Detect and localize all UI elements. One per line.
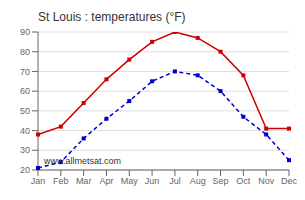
svg-text:90: 90: [20, 27, 30, 37]
svg-text:Jul: Jul: [169, 176, 181, 186]
svg-text:50: 50: [20, 106, 30, 116]
html-text:www.allmetsat.com: www.allmetsat.com: [44, 156, 121, 166]
svg-text:60: 60: [20, 86, 30, 96]
svg-text:Sep: Sep: [213, 176, 229, 186]
svg-text:Jan: Jan: [31, 176, 46, 186]
svg-text:40: 40: [20, 126, 30, 136]
svg-text:Jun: Jun: [145, 176, 160, 186]
svg-text:Oct: Oct: [236, 176, 251, 186]
svg-text:Mar: Mar: [76, 176, 92, 186]
svg-text:Apr: Apr: [99, 176, 113, 186]
svg-text:70: 70: [20, 67, 30, 77]
svg-text:Feb: Feb: [53, 176, 69, 186]
svg-text:Dec: Dec: [281, 176, 297, 186]
svg-text:May: May: [121, 176, 139, 186]
svg-text:30: 30: [20, 145, 30, 155]
html-text:St Louis : temperatures (°F): St Louis : temperatures (°F): [38, 10, 186, 24]
svg-text:Aug: Aug: [190, 176, 206, 186]
svg-text:Nov: Nov: [258, 176, 275, 186]
svg-text:80: 80: [20, 47, 30, 57]
svg-text:20: 20: [20, 165, 30, 175]
